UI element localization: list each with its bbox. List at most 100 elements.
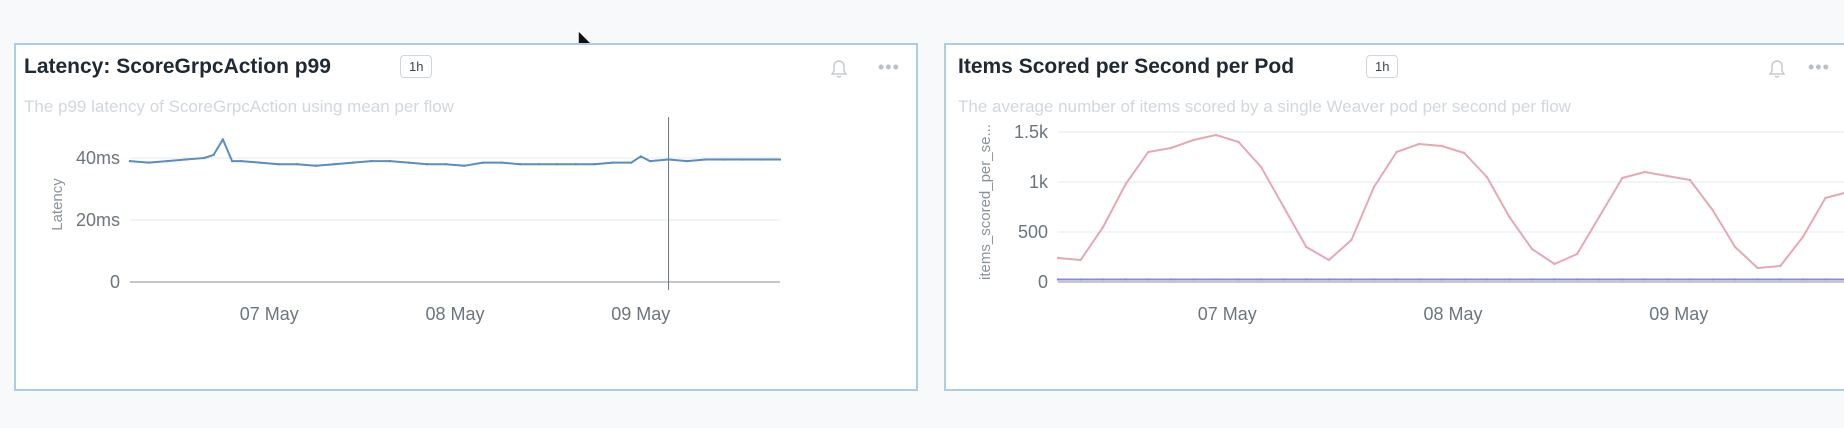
data-point	[1621, 278, 1624, 281]
data-point	[463, 164, 466, 167]
x-tick-label: 09 May	[611, 304, 670, 324]
data-point	[1056, 278, 1060, 281]
y-tick-label: 0	[1038, 272, 1048, 292]
data-point	[1395, 278, 1398, 281]
data-point	[1147, 150, 1150, 154]
data-point	[1756, 278, 1759, 281]
x-tick-label: 09 May	[1649, 304, 1708, 324]
data-point	[1079, 278, 1082, 281]
data-point	[295, 163, 299, 166]
data-point	[277, 163, 280, 166]
data-point	[1688, 178, 1692, 182]
latency-chart: 0 20ms 40ms 07 May 08 May 09 May Latency	[49, 117, 782, 324]
y-tick-label: 1.5k	[1014, 122, 1049, 142]
data-point	[1575, 252, 1579, 256]
bell-icon[interactable]	[1768, 59, 1786, 79]
data-point	[1756, 266, 1759, 270]
data-point	[1124, 278, 1127, 281]
data-point	[1508, 278, 1511, 281]
data-point	[221, 138, 225, 141]
time-range-badge[interactable]: 1h	[1366, 55, 1399, 78]
bell-icon[interactable]	[830, 59, 848, 79]
y-tick-label: 1k	[1029, 172, 1049, 192]
data-point	[1372, 278, 1376, 281]
data-point	[741, 158, 745, 161]
data-point	[1801, 235, 1805, 239]
x-tick-label: 07 May	[1198, 304, 1257, 324]
data-point	[1350, 278, 1353, 281]
data-point	[1417, 142, 1421, 146]
data-point	[1192, 138, 1195, 142]
data-point	[1214, 278, 1218, 281]
data-point	[1824, 278, 1827, 281]
data-point	[1621, 176, 1624, 180]
data-point	[1666, 174, 1669, 178]
data-point	[1259, 165, 1263, 169]
data-point	[1485, 175, 1489, 179]
panel-title: Latency: ScoreGrpcAction p99	[24, 55, 331, 78]
data-point	[333, 163, 336, 166]
data-point	[537, 163, 540, 166]
data-point	[1485, 278, 1489, 281]
data-point	[203, 156, 206, 160]
data-point	[370, 159, 373, 163]
data-point	[425, 163, 429, 166]
more-options-icon[interactable]: •••	[878, 57, 900, 77]
data-point	[1079, 258, 1082, 262]
more-options-icon[interactable]: •••	[1808, 57, 1830, 77]
data-point	[1463, 278, 1466, 281]
data-point	[1327, 278, 1331, 281]
items-scored-panel[interactable]: Items Scored per Second per Pod 1h The a…	[944, 43, 1844, 391]
data-point	[1643, 170, 1647, 174]
data-point	[230, 159, 234, 163]
data-point	[388, 159, 392, 163]
panel-title: Items Scored per Second per Pod	[958, 55, 1295, 78]
data-point	[1779, 278, 1782, 281]
data-point	[1237, 140, 1240, 144]
data-point	[1305, 245, 1308, 249]
y-axis-title: Latency	[49, 178, 66, 231]
data-point	[685, 159, 689, 163]
data-point	[1598, 214, 1601, 218]
data-point	[1417, 278, 1421, 281]
data-point	[351, 161, 355, 164]
y-tick-label: 40ms	[76, 148, 120, 168]
data-point	[1643, 278, 1647, 281]
data-point	[1327, 258, 1331, 262]
y-tick-label: 0	[110, 272, 120, 292]
data-point	[630, 161, 633, 164]
data-point	[1530, 278, 1534, 281]
data-point	[574, 163, 577, 166]
time-range-badge[interactable]: 1h	[400, 55, 433, 78]
data-point	[1598, 278, 1601, 281]
items-scored-chart: 0 500 1k 1.5k 07 May 08 May 09 May items_scored…	[977, 122, 1844, 324]
data-point	[1282, 205, 1285, 209]
data-point	[147, 161, 150, 164]
data-point	[1824, 196, 1827, 200]
data-point	[667, 158, 670, 161]
data-point	[1101, 225, 1105, 229]
data-point	[1779, 264, 1782, 268]
series-line-0	[129, 138, 780, 167]
data-point	[1688, 278, 1692, 281]
data-point	[1214, 133, 1218, 137]
data-point	[593, 163, 596, 166]
data-point	[1711, 278, 1714, 281]
data-point	[1237, 278, 1240, 281]
data-point	[1711, 208, 1714, 212]
data-point	[1508, 215, 1511, 219]
data-point	[258, 161, 262, 164]
data-point	[407, 161, 410, 164]
data-point	[1169, 278, 1173, 281]
y-tick-label: 20ms	[76, 210, 120, 230]
data-point	[1440, 144, 1443, 148]
data-point	[1395, 150, 1398, 154]
data-point	[500, 161, 503, 164]
latency-panel[interactable]: Latency: ScoreGrpcAction p99 1h The p99 …	[14, 43, 918, 391]
data-point	[444, 163, 447, 166]
data-point	[639, 155, 642, 158]
data-point	[1169, 146, 1173, 150]
data-point	[240, 159, 243, 163]
data-point	[518, 163, 522, 166]
panel-description: The p99 latency of ScoreGrpcAction using…	[24, 97, 454, 116]
